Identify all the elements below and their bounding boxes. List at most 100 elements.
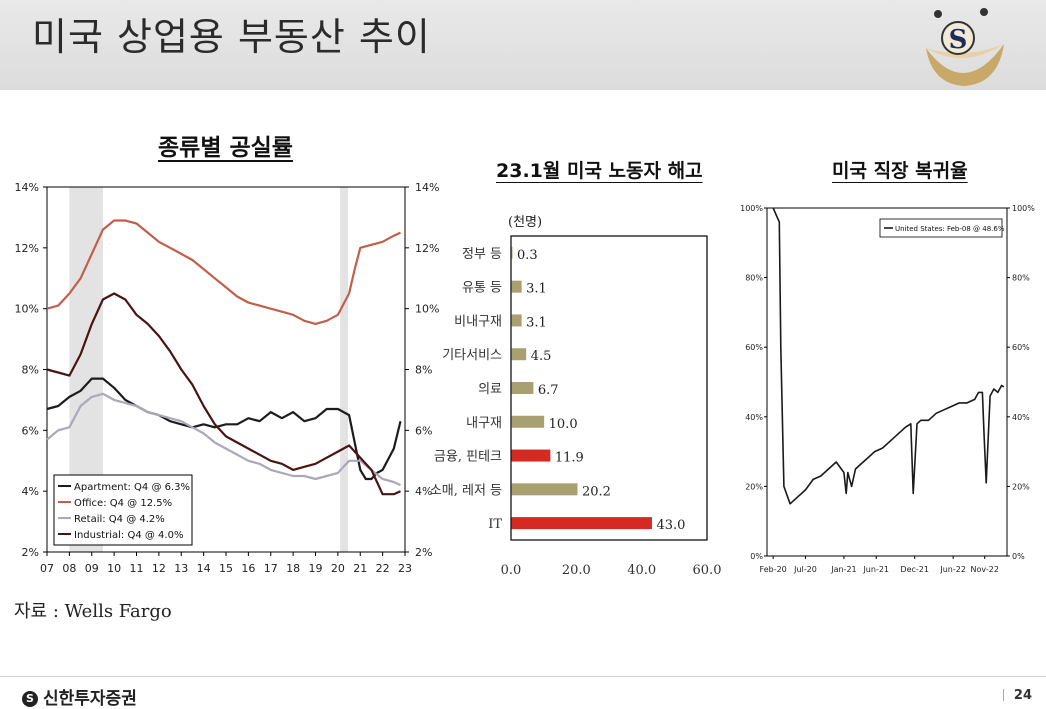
legend-label-3: Industrial: Q4 @ 4.0%	[74, 530, 183, 541]
y-tick-label-left: 4%	[22, 485, 39, 498]
y-tick-label-right: 80%	[1012, 274, 1030, 283]
y-tick-label-right: 8%	[415, 364, 432, 377]
brand-icon: S	[22, 691, 38, 707]
value-label-7: 20.2	[582, 484, 611, 499]
source-note: 자료 : Wells Fargo	[14, 601, 172, 622]
svg-text:S: S	[949, 25, 968, 55]
legend-label: United States: Feb-08 @ 48.6%	[895, 225, 1005, 233]
y-tick-label-left: 80%	[745, 274, 763, 283]
page-separator	[1003, 689, 1004, 701]
bar-4	[511, 382, 534, 394]
y-tick-label-right: 40%	[1012, 413, 1030, 422]
value-label-2: 3.1	[526, 315, 547, 330]
bar-1	[511, 280, 522, 293]
legend-box	[53, 474, 193, 546]
y-tick-label-left: 6%	[22, 424, 39, 437]
bar-0	[511, 246, 513, 259]
value-label-5: 10.0	[549, 417, 578, 432]
y-tick-label-right: 10%	[415, 303, 439, 316]
x-tick-label: 40.0	[627, 563, 656, 578]
x-tick-label: Jul-20	[793, 565, 817, 574]
x-tick-label: 14	[197, 562, 211, 575]
footer-divider	[0, 676, 1046, 677]
brand-label: 신한투자증권	[43, 689, 137, 709]
bar-7	[511, 483, 578, 496]
recession-shade-1	[340, 187, 348, 552]
bar-8	[511, 517, 652, 530]
series-line-3	[46, 292, 401, 496]
value-label-0: 0.3	[517, 248, 538, 263]
y-tick-label-right: 6%	[415, 424, 432, 437]
value-label-8: 43.0	[656, 518, 685, 533]
series-line-us	[772, 207, 1005, 505]
category-label-0: 정부 등	[462, 247, 502, 262]
x-tick-label: 12	[152, 562, 166, 575]
y-tick-label-right: 2%	[415, 546, 432, 559]
x-tick-label: 0.0	[501, 563, 522, 578]
x-tick-label: Jan-21	[830, 565, 856, 574]
plot-frame	[510, 235, 708, 541]
y-tick-label-right: 14%	[415, 181, 439, 194]
chart1-title: 종류별 공실률	[158, 135, 293, 161]
legend-label-0: Apartment: Q4 @ 6.3%	[74, 482, 190, 493]
y-tick-label-left: 12%	[15, 242, 39, 255]
y-tick-label-left: 40%	[745, 413, 763, 422]
x-tick-label: 13	[174, 562, 188, 575]
x-tick-label: 60.0	[693, 563, 722, 578]
y-tick-label-right: 0%	[1012, 552, 1025, 561]
category-label-4: 의료	[478, 382, 502, 397]
series-line-0	[46, 377, 402, 481]
plot-frame	[766, 207, 1008, 557]
category-label-8: IT	[488, 517, 502, 532]
bar-6	[511, 449, 551, 462]
x-tick-label: 15	[219, 562, 233, 575]
x-tick-label: 19	[309, 562, 323, 575]
y-tick-label-left: 0%	[750, 552, 763, 561]
chart2-title: 23.1월 미국 노동자 해고	[496, 160, 703, 182]
category-label-5: 내구재	[466, 416, 502, 431]
x-tick-label: 22	[376, 562, 390, 575]
y-tick-label-right: 60%	[1012, 343, 1030, 352]
y-tick-label-right: 12%	[415, 242, 439, 255]
legend-label-2: Retail: Q4 @ 4.2%	[74, 514, 165, 525]
brand-name: S 신한투자증권	[22, 684, 137, 709]
category-label-3: 기타서비스	[442, 348, 502, 363]
series-line-2	[46, 392, 401, 487]
y-tick-label-left: 20%	[745, 482, 763, 491]
legend-label-1: Office: Q4 @ 12.5%	[74, 498, 172, 509]
x-tick-label: 23	[398, 562, 412, 575]
value-label-3: 4.5	[531, 349, 552, 364]
y-tick-label-left: 2%	[22, 546, 39, 559]
value-label-1: 3.1	[526, 282, 547, 297]
slide-title: 미국 상업용 부동산 추이	[32, 15, 431, 59]
series-line-1	[46, 219, 401, 325]
y-tick-label-left: 100%	[740, 204, 763, 213]
x-tick-label: 10	[107, 562, 121, 575]
value-label-6: 11.9	[555, 451, 584, 466]
x-tick-label: Feb-20	[760, 565, 787, 574]
bar-2	[511, 314, 522, 327]
y-tick-label-left: 10%	[15, 303, 39, 316]
x-tick-label: 11	[130, 562, 144, 575]
page-number: 24	[1013, 688, 1032, 703]
category-label-1: 유통 등	[462, 281, 502, 296]
y-tick-label-right: 4%	[415, 485, 432, 498]
value-label-4: 6.7	[538, 383, 559, 398]
x-tick-label: 17	[264, 562, 278, 575]
y-tick-label-right: 100%	[1012, 204, 1035, 213]
slide-header: 미국 상업용 부동산 추이 S	[0, 0, 1046, 90]
x-tick-label: 16	[241, 562, 255, 575]
x-tick-label: 20.0	[562, 563, 591, 578]
x-tick-label: 09	[85, 562, 99, 575]
x-tick-label: Nov-22	[970, 565, 998, 574]
x-tick-label: 18	[286, 562, 300, 575]
bar-5	[511, 415, 545, 428]
x-tick-label: 07	[40, 562, 54, 575]
legend-box	[879, 218, 1003, 238]
category-label-7: 소매, 레저 등	[430, 483, 502, 498]
category-label-6: 금융, 핀테크	[434, 450, 502, 465]
x-tick-label: 20	[331, 562, 345, 575]
x-tick-label: 21	[353, 562, 367, 575]
